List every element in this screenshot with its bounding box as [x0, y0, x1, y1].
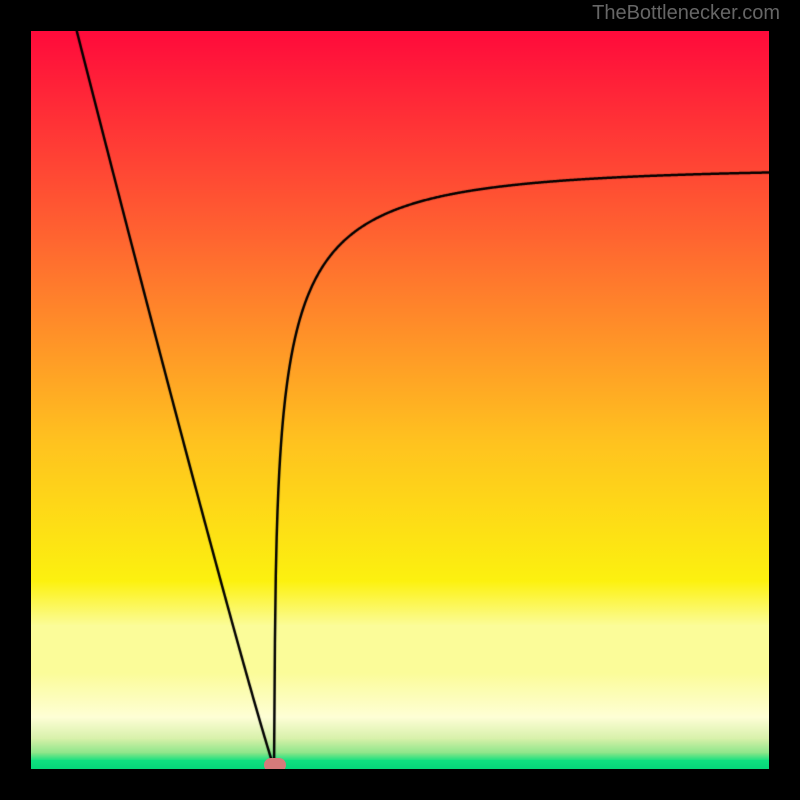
optimal-point-marker — [264, 758, 286, 769]
chart-plot-area — [31, 31, 769, 769]
watermark-text: TheBottlenecker.com — [592, 2, 780, 25]
bottleneck-curve — [31, 31, 769, 769]
